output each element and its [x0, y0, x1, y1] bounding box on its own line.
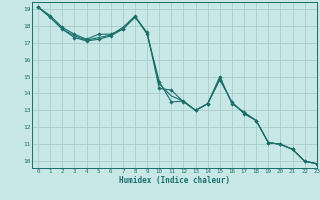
X-axis label: Humidex (Indice chaleur): Humidex (Indice chaleur) [119, 176, 230, 185]
